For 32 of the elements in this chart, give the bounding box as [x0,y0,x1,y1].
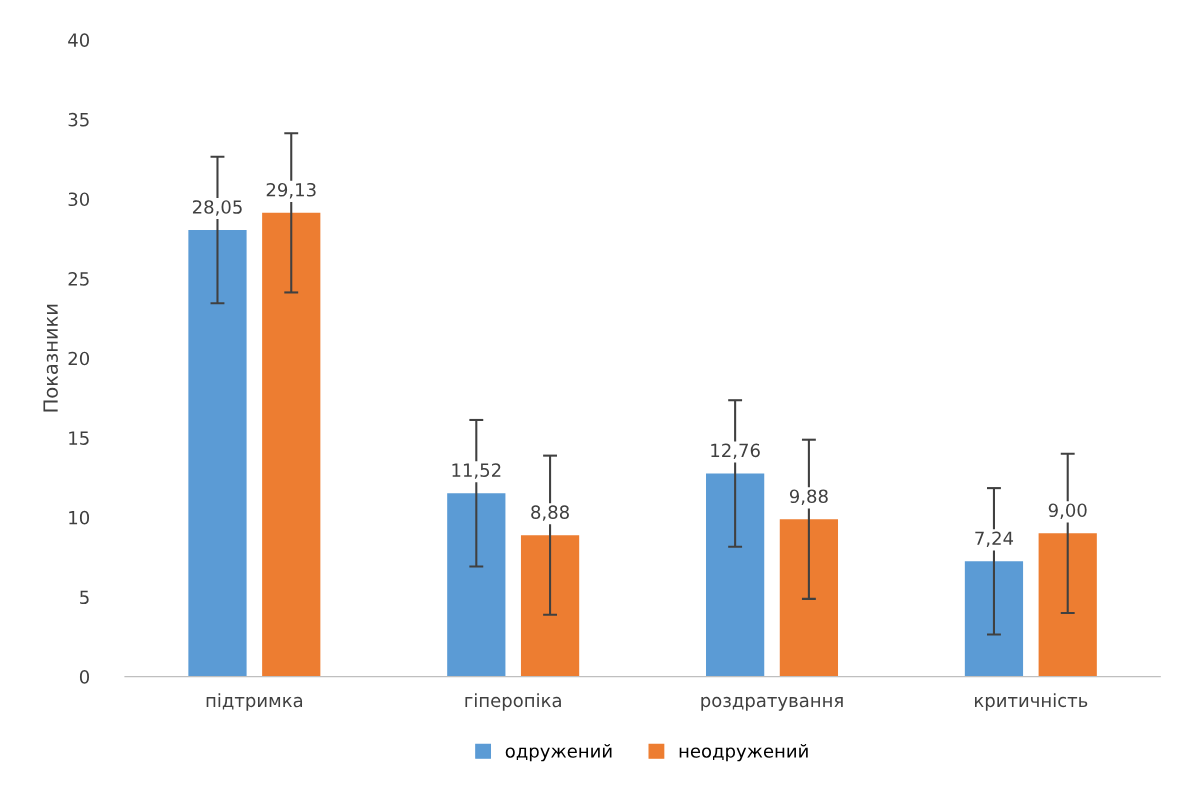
bar [188,230,247,677]
bar [520,535,580,677]
y-tick-label: 0 [79,670,90,684]
y-tick-label: 15 [69,431,89,445]
y-tick-label: 5 [80,590,89,605]
data-label: 12,76 [711,443,760,460]
legend-label: неодружений [679,743,808,762]
data-label: 9,88 [789,489,828,505]
bar [262,212,321,677]
y-tick-label: 30 [68,192,90,207]
bar [706,473,765,677]
data-label: 11,52 [452,463,501,479]
bar [779,519,839,677]
x-tick-label: роздратування [701,696,843,711]
bar [447,493,506,677]
bar [964,561,1024,677]
data-label: 7,24 [975,531,1014,547]
x-tick-label: підтримка [206,693,303,711]
data-label: 29,13 [266,182,316,199]
data-label: 9,00 [1048,503,1087,519]
y-tick-label: 25 [68,272,89,286]
y-tick-label: 10 [69,510,90,525]
y-axis-title: Показники [43,304,58,412]
x-tick-label: гіперопіка [465,693,561,711]
y-tick-label: 35 [68,112,89,127]
data-label: 8,88 [531,505,569,521]
x-tick-label: критичність [975,693,1088,711]
data-label: 28,05 [192,200,242,216]
y-tick-label: 20 [68,351,90,366]
y-tick-label: 40 [68,33,90,47]
legend-label: одружений [505,743,612,762]
bar [1038,533,1097,677]
